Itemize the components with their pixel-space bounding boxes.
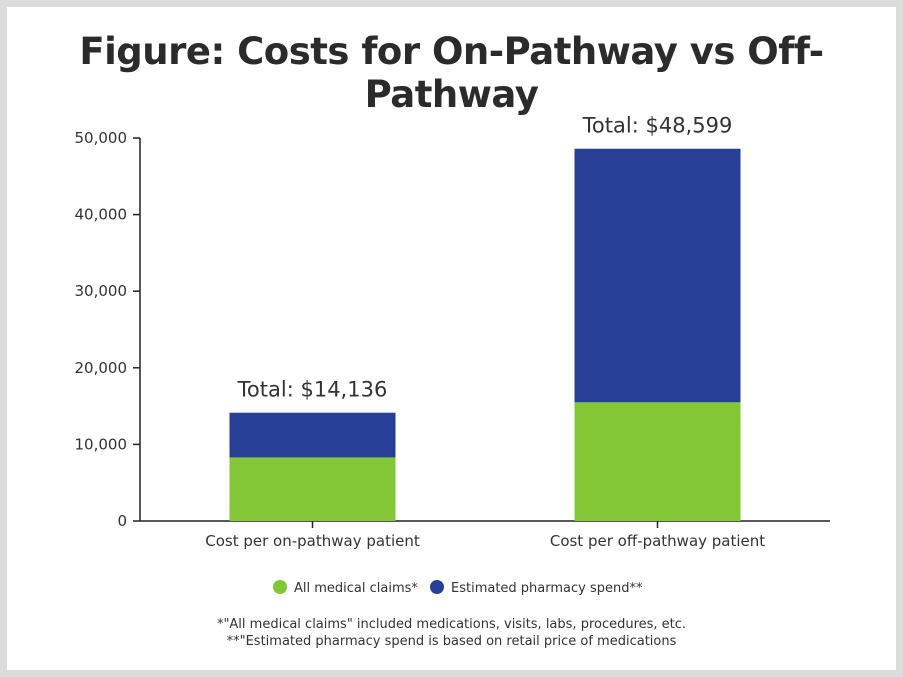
y-tick-label: 20,000 xyxy=(75,359,128,377)
footnote-pharmacy-spend: **"Estimated pharmacy spend is based on … xyxy=(226,634,677,649)
y-tick-label: 50,000 xyxy=(75,129,128,147)
y-tick-label: 0 xyxy=(117,512,127,530)
page-title: Figure: Costs for On-Pathway vs Off-Path… xyxy=(79,30,824,116)
footnotes: *"All medical claims" included medicatio… xyxy=(0,616,903,650)
legend-label: Estimated pharmacy spend** xyxy=(451,581,643,596)
legend-label: All medical claims* xyxy=(294,581,418,596)
legend-swatch-medical-claims xyxy=(273,580,287,594)
footnote-medical-claims: *"All medical claims" included medicatio… xyxy=(216,617,687,632)
bar-pharmacy-spend xyxy=(229,412,396,458)
y-tick-label: 10,000 xyxy=(75,435,128,453)
figure-frame xyxy=(7,7,896,670)
y-tick-label: 40,000 xyxy=(75,206,128,224)
legend-swatch-pharmacy-spend xyxy=(430,580,444,594)
x-tick-label: Cost per off-pathway patient xyxy=(550,532,765,550)
total-label: Total: $14,136 xyxy=(237,378,388,402)
bar-medical-claims xyxy=(229,457,396,521)
bar-medical-claims xyxy=(574,402,741,521)
bar-pharmacy-spend xyxy=(574,148,741,403)
total-label: Total: $48,599 xyxy=(582,114,733,138)
y-tick-label: 30,000 xyxy=(75,282,128,300)
x-tick-label: Cost per on-pathway patient xyxy=(205,532,420,550)
